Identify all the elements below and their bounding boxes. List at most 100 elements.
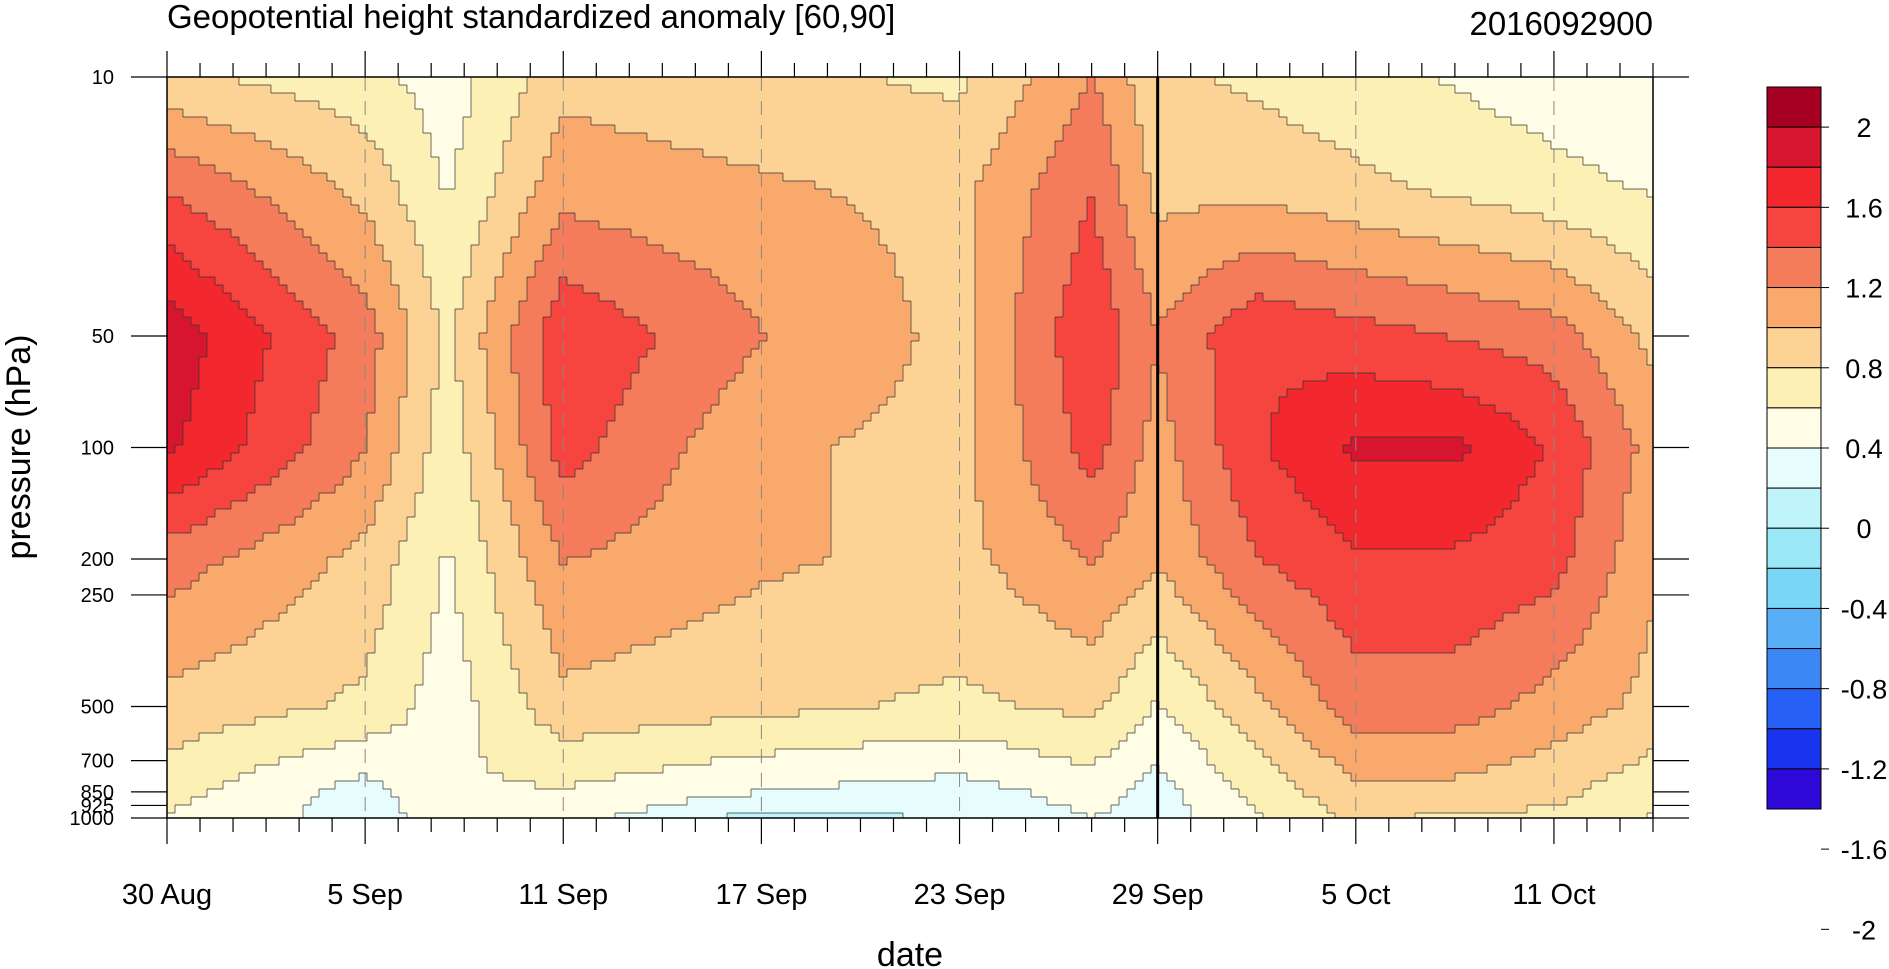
contour-cell <box>391 277 432 286</box>
contour-cell <box>1239 509 1320 518</box>
contour-cell <box>279 613 384 622</box>
contour-cell <box>191 389 256 398</box>
contour-cell <box>167 397 192 406</box>
contour-cell <box>1479 629 1584 638</box>
contour-cell <box>407 205 488 214</box>
contour-cell <box>1103 461 1136 470</box>
contour-cell <box>167 157 200 166</box>
contour-cell <box>1199 205 1288 214</box>
contour-cell <box>383 781 536 790</box>
contour-cell <box>1615 549 1653 558</box>
contour-cell <box>1135 477 1184 486</box>
contour-cell <box>487 381 520 390</box>
contour-cell <box>1167 573 1224 582</box>
contour-cell <box>1119 357 1216 366</box>
contour-cell <box>1263 621 1336 630</box>
contour-cell <box>175 805 304 814</box>
contour-cell <box>975 389 1016 398</box>
contour-cell <box>1079 549 1104 558</box>
colorbar-swatch <box>1766 607 1822 650</box>
contour-cell <box>1495 109 1653 118</box>
contour-cell <box>383 149 432 158</box>
contour-cell <box>439 333 456 342</box>
contour-cell <box>1071 109 1104 118</box>
contour-cell <box>575 469 672 478</box>
contour-cell <box>1479 717 1592 726</box>
contour-cell <box>455 309 488 318</box>
contour-cell <box>183 429 248 438</box>
contour-cell <box>1271 453 1352 462</box>
contour-cell <box>423 253 472 262</box>
contour-cell <box>495 605 544 614</box>
contour-cell <box>423 461 472 470</box>
contour-cell <box>1431 381 1560 390</box>
contour-cell <box>479 533 520 542</box>
contour-cell <box>231 229 304 238</box>
contour-cell <box>1511 117 1653 126</box>
contour-cell <box>1119 333 1208 342</box>
contour-cell <box>975 365 1016 374</box>
contour-cell <box>1111 293 1152 302</box>
contour-cell <box>399 549 488 558</box>
contour-cell <box>1551 141 1653 150</box>
contour-cell <box>175 301 240 310</box>
contour-cell <box>1271 413 1512 422</box>
contour-cell <box>471 453 496 462</box>
contour-cell <box>559 653 616 662</box>
contour-cell <box>255 405 320 414</box>
contour-cell <box>631 645 1144 654</box>
contour-cell <box>167 389 192 398</box>
contour-cell <box>167 117 208 126</box>
contour-cell <box>167 93 296 102</box>
contour-cell <box>167 565 208 574</box>
contour-cell <box>1487 525 1576 534</box>
contour-cell <box>1471 445 1544 454</box>
contour-cell <box>359 533 408 542</box>
contour-cell <box>1111 613 1200 622</box>
contour-cell <box>527 285 560 294</box>
contour-cell <box>1327 613 1504 622</box>
contour-cell <box>391 597 440 606</box>
contour-cell <box>1175 581 1224 590</box>
contour-cell <box>1151 317 1160 326</box>
contour-cell <box>311 413 368 422</box>
contour-cell <box>1279 637 1352 646</box>
contour-cell <box>1631 253 1653 262</box>
contour-cell <box>1639 669 1653 678</box>
contour-cell <box>511 325 544 334</box>
contour-cell <box>1447 285 1592 294</box>
contour-cell <box>1159 765 1216 774</box>
contour-cell <box>1087 469 1096 478</box>
contour-cell <box>1143 421 1176 430</box>
contour-cell <box>655 341 760 350</box>
contour-cell <box>919 685 984 694</box>
contour-cell <box>1135 781 1176 790</box>
contour-cell <box>887 397 976 406</box>
contour-cell <box>1335 709 1496 718</box>
contour-cell <box>351 277 392 286</box>
contour-cell <box>167 765 256 774</box>
contour-cell <box>375 405 400 414</box>
contour-cell <box>975 413 1024 422</box>
contour-cell <box>319 573 392 582</box>
x-axis-ticks: 30 Aug 5 Sep 11 Sep 17 Sep 23 Sep 29 Sep 5 Oct… <box>122 51 1654 911</box>
contour-cell <box>167 365 200 374</box>
contour-cell <box>471 253 504 262</box>
contour-cell <box>975 229 1032 238</box>
contour-cell <box>487 765 664 774</box>
contour-cell <box>1583 341 1640 350</box>
contour-cell <box>455 325 488 334</box>
contour-cell <box>319 101 416 110</box>
contour-cell <box>1239 501 1312 510</box>
contour-cell <box>1135 101 1264 110</box>
contour-cell <box>551 429 608 438</box>
contour-cell <box>623 397 720 406</box>
contour-cell <box>1607 589 1653 598</box>
contour-cell <box>1143 149 1352 158</box>
contour-cell <box>519 405 552 414</box>
contour-cell <box>879 405 976 414</box>
contour-cell <box>455 589 496 598</box>
contour-cell <box>1143 581 1176 590</box>
contour-cell <box>543 341 656 350</box>
contour-cell <box>711 405 880 414</box>
